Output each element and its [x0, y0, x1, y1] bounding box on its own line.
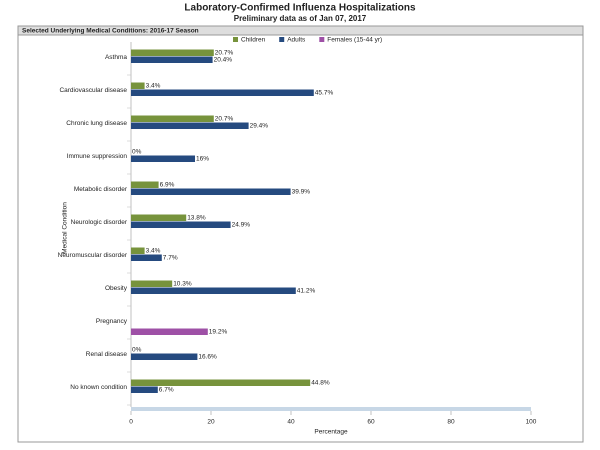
x-tick-label: 60: [367, 419, 375, 426]
bar: [131, 280, 173, 287]
y-tick-label: Immune suppression: [67, 153, 128, 160]
bar: [131, 328, 208, 335]
value-label: 6.9%: [160, 182, 175, 189]
bar: [131, 221, 231, 228]
bar: [131, 353, 198, 360]
bar: [131, 181, 159, 188]
x-tick-label: 40: [287, 419, 295, 426]
value-label: 6.7%: [159, 387, 174, 394]
legend-label: Children: [241, 37, 266, 44]
x-tick-label: 80: [447, 419, 455, 426]
y-tick-label: Asthma: [105, 54, 127, 61]
bar: [131, 115, 214, 122]
value-label: 24.9%: [232, 222, 251, 229]
value-label: 0%: [132, 347, 142, 354]
value-label: 7.7%: [163, 255, 178, 262]
chart-title: Laboratory-Confirmed Influenza Hospitali…: [184, 3, 416, 14]
bar: [131, 82, 145, 89]
value-label: 44.8%: [311, 380, 330, 387]
y-tick-label: Cardiovascular disease: [59, 87, 127, 94]
legend-label: Females (15-44 yr): [327, 37, 382, 44]
value-label: 16%: [196, 156, 209, 163]
value-label: 3.4%: [146, 248, 161, 255]
value-label: 39.9%: [292, 189, 311, 196]
value-label: 45.7%: [315, 90, 334, 97]
y-tick-label: Renal disease: [86, 351, 128, 358]
panel-header: [17, 25, 584, 36]
chart-subtitle: Preliminary data as of Jan 07, 2017: [234, 14, 367, 23]
bar: [131, 247, 145, 254]
legend-swatch: [319, 37, 325, 42]
value-label: 41.2%: [297, 288, 316, 295]
value-label: 19.2%: [209, 329, 228, 336]
value-label: 10.3%: [173, 281, 192, 288]
x-tick-label: 0: [129, 419, 133, 426]
value-label: 13.8%: [187, 215, 206, 222]
value-label: 20.4%: [214, 57, 233, 64]
legend-swatch: [233, 37, 238, 42]
value-label: 29.4%: [250, 123, 269, 130]
bar: [131, 188, 291, 195]
y-tick-label: Pregnancy: [96, 318, 128, 325]
legend-label: Adults: [287, 37, 306, 44]
bar: [131, 386, 158, 393]
y-tick-label: Chronic lung disease: [66, 120, 127, 127]
bar: [131, 89, 314, 96]
value-label: 16.6%: [198, 354, 217, 361]
x-axis-title: Percentage: [314, 429, 348, 436]
bar: [131, 379, 311, 386]
bar: [131, 155, 195, 162]
bar: [131, 122, 249, 129]
y-axis-title: Medical Condition: [62, 202, 69, 254]
bar: [131, 287, 296, 294]
y-tick-label: Neuromuscular disorder: [58, 252, 128, 259]
y-tick-label: Metabolic disorder: [74, 186, 128, 193]
y-tick-label: Neurologic disorder: [71, 219, 128, 226]
y-tick-label: No known condition: [70, 384, 127, 391]
x-tick-label: 100: [526, 419, 537, 426]
x-axis-bar: [131, 407, 531, 411]
value-label: 3.4%: [146, 83, 161, 90]
panel-title: Selected Underlying Medical Conditions: …: [22, 28, 199, 35]
bar: [131, 56, 213, 63]
y-tick-label: Obesity: [105, 285, 128, 292]
bar: [131, 254, 162, 261]
value-label: 20.7%: [215, 116, 234, 123]
bar: [131, 214, 187, 221]
x-tick-label: 20: [207, 419, 215, 426]
value-label: 20.7%: [215, 50, 234, 57]
bar: [131, 49, 214, 56]
value-label: 0%: [132, 149, 142, 156]
legend-swatch: [279, 37, 285, 42]
